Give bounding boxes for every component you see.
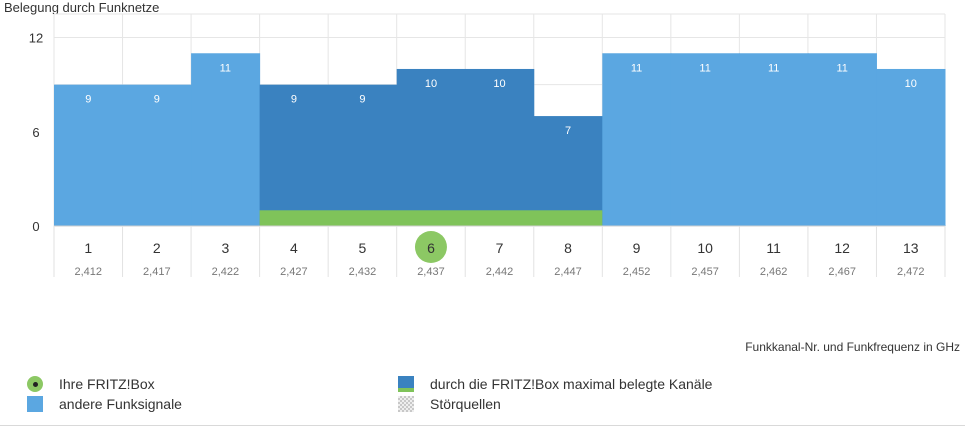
selected-channel-marker (414, 231, 447, 263)
x-tick-label-channel: 12 (834, 240, 850, 256)
x-tick-label-channel: 7 (496, 240, 504, 256)
x-tick-label-frequency: 2,432 (349, 266, 377, 278)
legend-label-interference: Störquellen (430, 396, 501, 412)
legend-label-fritzbox: Ihre FRITZ!Box (59, 376, 155, 392)
interference-swatch-icon (398, 396, 414, 412)
x-tick-label-channel: 10 (697, 240, 713, 256)
data-label: 11 (768, 62, 779, 74)
other-signals-swatch-icon (27, 396, 43, 412)
channel-occupancy-chart: 0 6 12 9 9 11 9 9 10 10 7 11 11 11 11 10 1 2,412 2 2,417 3 2,… (29, 13, 946, 278)
x-tick-label-frequency: 2,462 (760, 266, 788, 278)
x-tick-label-frequency: 2,442 (486, 266, 514, 278)
bar-channel-7 (465, 68, 535, 227)
x-tick-label-frequency: 2,437 (417, 266, 445, 278)
bar-channel-13 (876, 68, 946, 227)
x-tick-label-frequency: 2,452 (623, 266, 651, 278)
max-channels-swatch-icon (398, 376, 414, 392)
legend-item-other-signals: andere Funksignale (27, 394, 182, 414)
bar-channel-2 (122, 84, 192, 227)
data-label: 10 (905, 78, 917, 90)
y-tick-label: 0 (32, 219, 39, 234)
x-tick-label-channel: 6 (427, 240, 435, 256)
x-tick-label-frequency: 2,447 (554, 266, 582, 278)
x-axis-caption: Funkkanal-Nr. und Funkfrequenz in GHz (745, 340, 960, 354)
bar-channel-11 (739, 53, 809, 226)
bar-channel-12 (807, 53, 877, 226)
y-tick-label: 12 (29, 31, 43, 46)
bar-channel-9 (602, 53, 672, 226)
data-label: 9 (359, 94, 365, 106)
legend-item-max-channels: durch die FRITZ!Box maximal belegte Kanä… (398, 374, 712, 394)
x-tick-label-channel: 4 (290, 240, 298, 256)
x-tick-label-channel: 13 (903, 240, 919, 256)
legend-label-max-channels: durch die FRITZ!Box maximal belegte Kanä… (430, 376, 713, 392)
x-tick-label-channel: 8 (564, 240, 572, 256)
x-tick-label-frequency: 2,467 (828, 266, 856, 278)
data-label: 11 (836, 62, 847, 74)
x-tick-label-channel: 1 (84, 240, 92, 256)
chart-legend: Ihre FRITZ!Box andere Funksignale durch … (0, 374, 965, 418)
x-tick-label-frequency: 2,427 (280, 266, 308, 278)
bar-channel-5 (328, 84, 398, 227)
x-tick-label-frequency: 2,412 (75, 266, 103, 278)
data-label: 9 (154, 94, 160, 106)
data-label: 9 (291, 94, 297, 106)
fritzbox-dot-icon (27, 376, 43, 392)
bar-channel-4 (259, 84, 329, 227)
data-label: 9 (85, 94, 91, 106)
x-tick-label-frequency: 2,422 (212, 266, 240, 278)
x-tick-label-frequency: 2,457 (691, 266, 719, 278)
bar-channel-8 (533, 116, 603, 226)
legend-label-other-signals: andere Funksignale (59, 396, 182, 412)
bar-channel-10 (670, 53, 740, 226)
bar-channel-1 (54, 84, 124, 227)
x-tick-label-channel: 5 (359, 240, 367, 256)
data-label: 10 (425, 78, 437, 90)
bottom-divider (0, 425, 965, 426)
x-tick-label-channel: 2 (153, 240, 161, 256)
x-tick-label-frequency: 2,472 (897, 266, 925, 278)
chart-title: Belegung durch Funknetze (4, 0, 160, 15)
legend-item-interference: Störquellen (398, 394, 501, 414)
x-tick-label-channel: 3 (221, 240, 229, 256)
data-label: 7 (565, 125, 571, 137)
y-tick-label: 6 (32, 125, 39, 140)
data-label: 11 (631, 62, 642, 74)
data-label: 10 (493, 78, 505, 90)
fritzbox-band (259, 210, 603, 226)
x-tick-label-channel: 11 (766, 240, 781, 256)
bar-channel-3 (191, 53, 261, 226)
x-tick-label-frequency: 2,417 (143, 266, 171, 278)
bar-channel-6 (396, 68, 466, 227)
data-label: 11 (220, 62, 231, 74)
x-tick-label-channel: 9 (633, 240, 641, 256)
legend-item-fritzbox: Ihre FRITZ!Box (27, 374, 155, 394)
data-label: 11 (699, 62, 710, 74)
